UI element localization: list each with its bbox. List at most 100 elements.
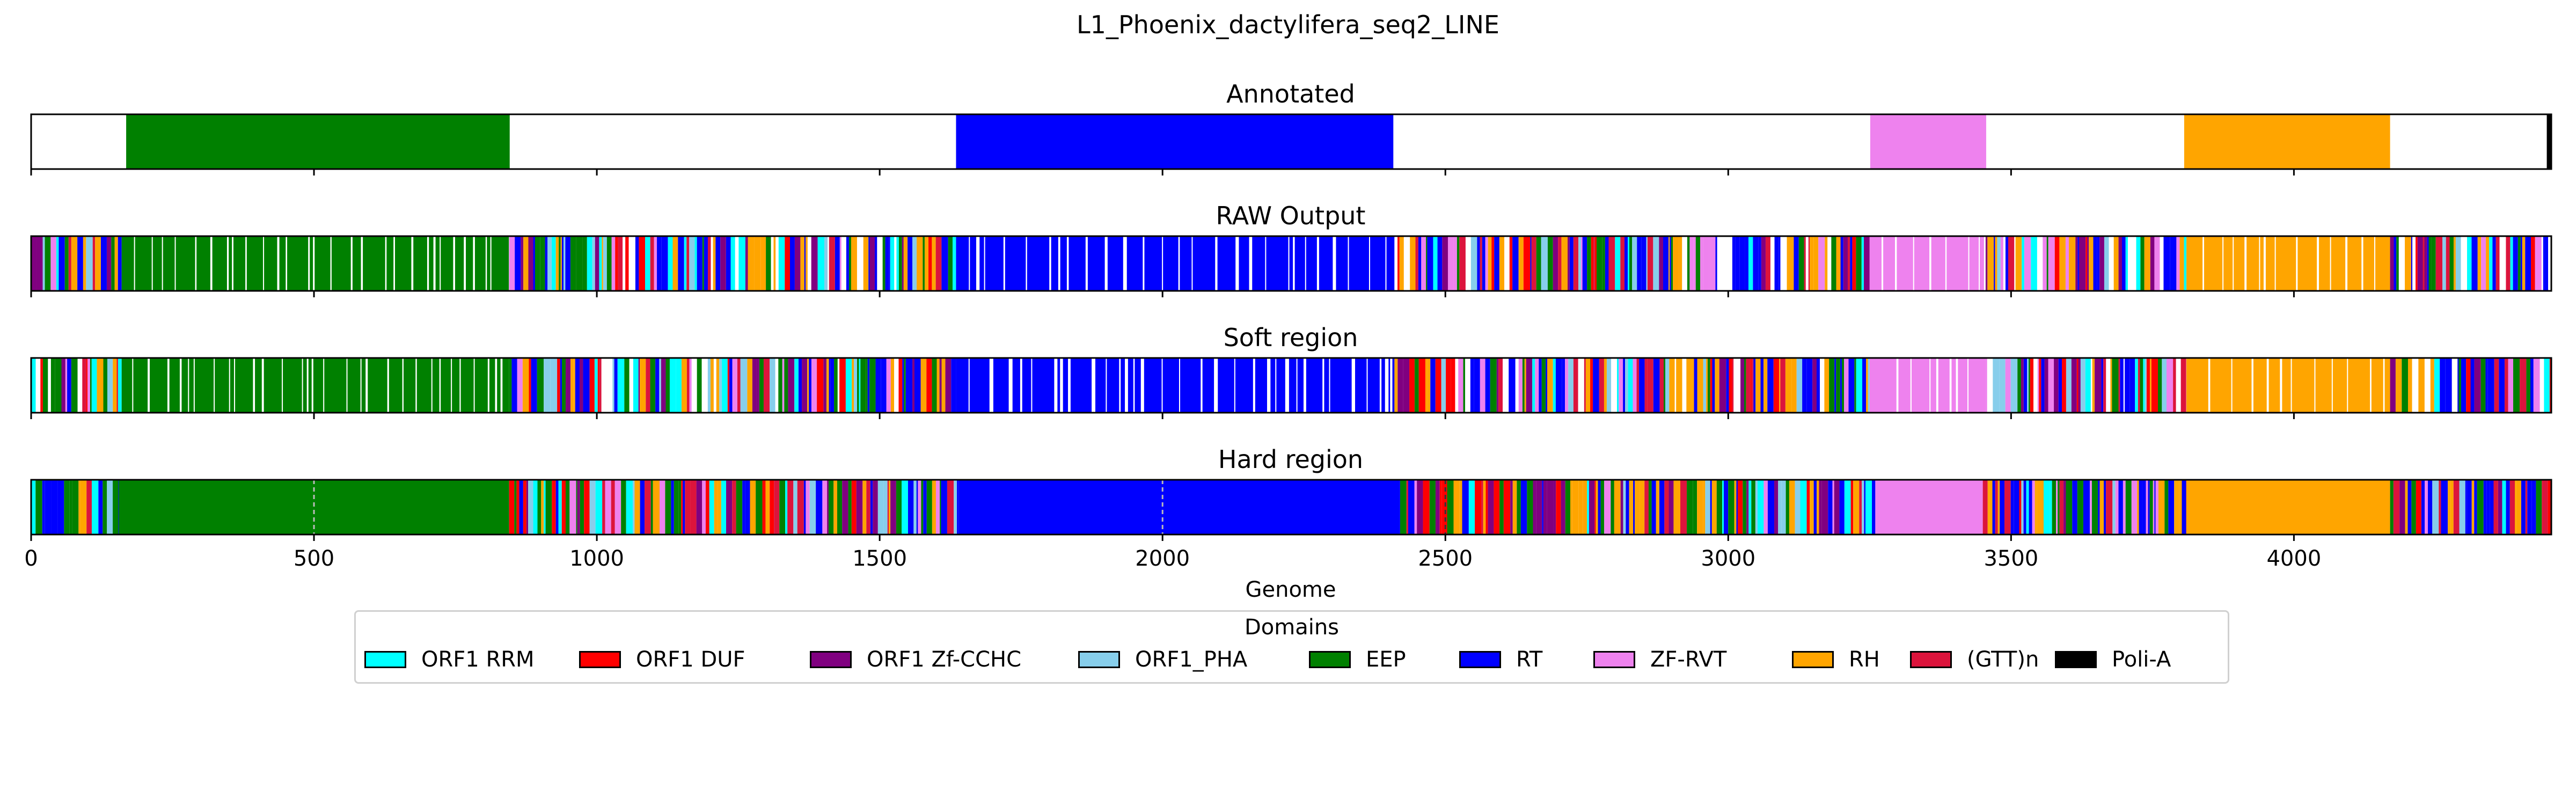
gap-stripe (440, 236, 441, 291)
domain-stripe (1606, 358, 1612, 413)
domain-stripe (618, 236, 623, 291)
gap-stripe (1956, 358, 1958, 413)
legend: Domains ORF1 RRM ORF1 DUF ORF1 Zf-CCHC ORF1… (354, 610, 2229, 684)
domain-stripe (2455, 236, 2461, 291)
domain-stripe (802, 358, 808, 413)
domain-stripe (678, 236, 684, 291)
domain-stripe (2075, 236, 2078, 291)
domain-stripe (1836, 236, 1841, 291)
domain-stripe (625, 236, 629, 291)
domain-stripe (576, 480, 577, 535)
domain-stripe (1494, 236, 1499, 291)
domain-stripe (1620, 236, 1625, 291)
domain-stripe (1862, 480, 1864, 535)
domain-stripe (928, 236, 932, 291)
gap-stripe (1910, 358, 1912, 413)
domain-stripe (1539, 358, 1542, 413)
domain-stripe (2458, 358, 2461, 413)
domain-stripe (1753, 358, 1756, 413)
domain-stripe (2110, 358, 2112, 413)
domain-stripe (2080, 358, 2085, 413)
gap-stripe (1285, 358, 1289, 413)
domain-stripe (807, 236, 811, 291)
gap-stripe (1968, 236, 1970, 291)
gap-stripe (1143, 236, 1145, 291)
domain-stripe (1859, 480, 1862, 535)
domain-stripe (1763, 480, 1768, 535)
x-tick-label: 0 (24, 546, 38, 571)
gap-stripe (1058, 236, 1060, 291)
domain-stripe (1827, 236, 1832, 291)
domain-stripe (1710, 358, 1713, 413)
gap-stripe (132, 358, 134, 413)
domain-stripe (1806, 480, 1810, 535)
domain-stripe (1728, 480, 1735, 535)
gap-stripe (433, 236, 436, 291)
domain-stripe (541, 480, 544, 535)
domain-stripe (2509, 480, 2515, 535)
gap-stripe (1020, 358, 1022, 413)
panel-frame (30, 113, 2552, 170)
domain-stripe (896, 236, 899, 291)
domain-stripe (1468, 480, 1475, 535)
gap-stripe (1234, 358, 1235, 413)
domain-stripe (77, 358, 83, 413)
domain-stripe (842, 480, 848, 535)
domain-stripe (2496, 236, 2500, 291)
domain-stripe (1821, 480, 1828, 535)
x-tick-label: 1000 (569, 546, 624, 571)
domain-stripe (935, 236, 942, 291)
domain-stripe (2182, 480, 2186, 535)
domain-stripe (1836, 358, 1840, 413)
domain-stripe (1589, 480, 1595, 535)
domain-stripe (1439, 480, 1442, 535)
domain-stripe (765, 480, 770, 535)
domain-stripe (1832, 480, 1834, 535)
domain-stripe (2145, 358, 2147, 413)
legend-swatch (364, 651, 406, 668)
domain-stripe (2123, 358, 2125, 413)
domain-stripe (759, 358, 764, 413)
domain-stripe (575, 358, 580, 413)
domain-stripe (2058, 358, 2062, 413)
domain-stripe (2179, 480, 2182, 535)
domain-stripe (42, 358, 48, 413)
domain-stripe (784, 358, 788, 413)
gap-stripe (2280, 358, 2282, 413)
domain-stripe (576, 236, 583, 291)
domain-stripe (2146, 358, 2150, 413)
domain-stripe (1485, 358, 1490, 413)
domain-stripe (1994, 236, 1995, 291)
domain-stripe (2052, 480, 2057, 535)
domain-stripe (889, 480, 891, 535)
gap-stripe (427, 236, 429, 291)
domain-stripe (2035, 480, 2037, 535)
domain-stripe (778, 358, 780, 413)
domain-stripe (2072, 480, 2077, 535)
domain-stripe (107, 358, 113, 413)
domain-stripe (2440, 358, 2446, 413)
domain-stripe (2543, 236, 2545, 291)
domain-stripe (2423, 236, 2425, 291)
domain-stripe (545, 236, 548, 291)
domain-stripe (828, 480, 834, 535)
domain-stripe (1686, 358, 1692, 413)
domain-stripe (694, 236, 697, 291)
domain-stripe (2023, 358, 2028, 413)
domain-stripe (1604, 480, 1611, 535)
domain-stripe (1602, 236, 1605, 291)
domain-stripe (50, 358, 55, 413)
domain-stripe (740, 358, 748, 413)
domain-stripe (86, 358, 88, 413)
domain-stripe (846, 236, 849, 291)
domain-stripe (661, 358, 666, 413)
domain-stripe (1703, 480, 1706, 535)
domain-stripe (1794, 236, 1799, 291)
domain-stripe (2486, 236, 2490, 291)
domain-stripe (2407, 480, 2412, 535)
domain-stripe (697, 358, 702, 413)
domain-stripe (809, 358, 811, 413)
domain-stripe (754, 236, 761, 291)
domain-stripe (1644, 358, 1648, 413)
domain-stripe (91, 480, 99, 535)
